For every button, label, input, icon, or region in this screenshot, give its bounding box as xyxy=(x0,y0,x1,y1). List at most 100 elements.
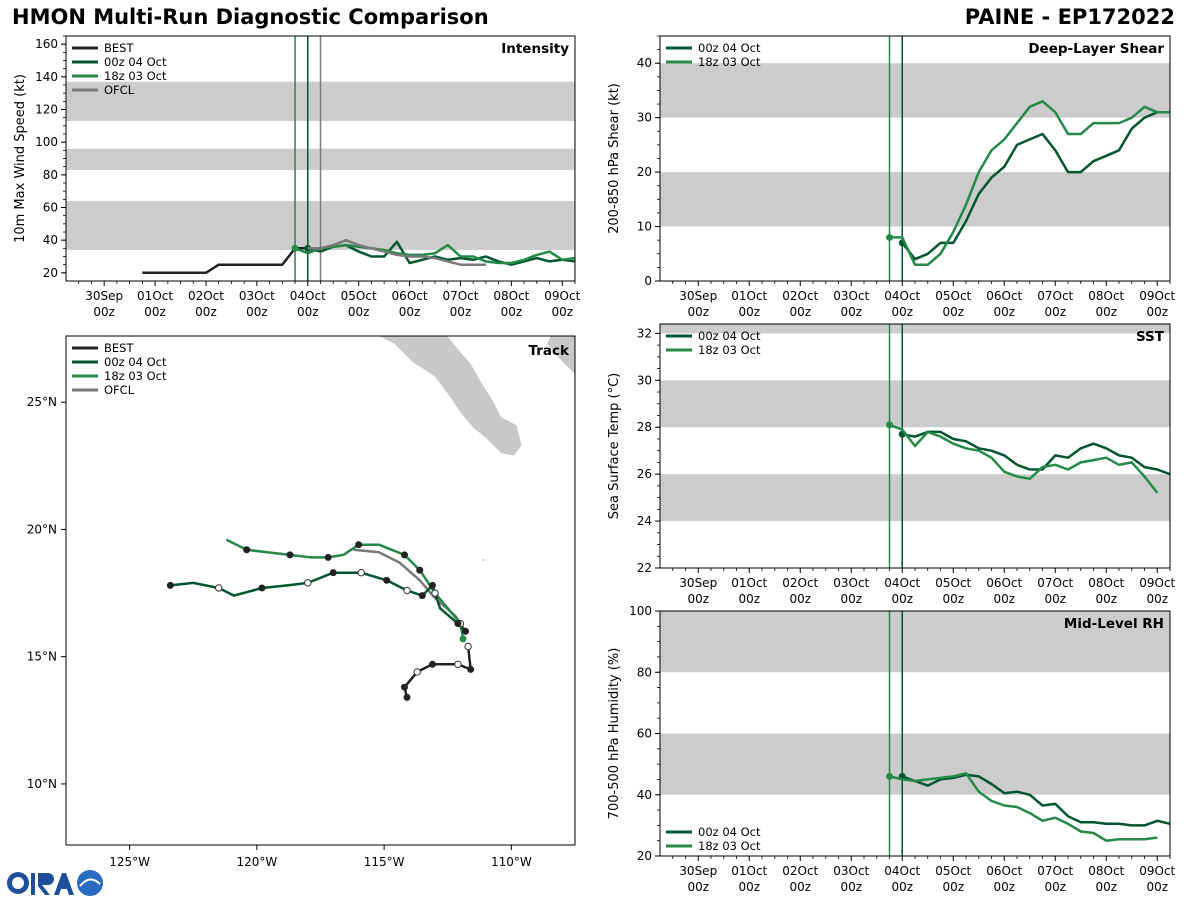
y-tick-label: 10 xyxy=(637,220,652,234)
track-marker xyxy=(416,566,424,574)
init-point xyxy=(886,233,893,241)
y-tick-label: 32 xyxy=(637,326,652,340)
y-tick-label: 30 xyxy=(637,373,652,387)
x-tick-label: 04Oct xyxy=(884,576,920,590)
track-marker xyxy=(243,546,251,554)
panel-title: Deep-Layer Shear xyxy=(1028,41,1164,57)
lat-tick-label: 25°N xyxy=(27,395,57,409)
x-tick-label: 00z xyxy=(1146,592,1168,606)
lon-tick-label: 115°W xyxy=(364,855,405,869)
legend-label: 18z 03 Oct xyxy=(104,369,167,383)
panel-title: Track xyxy=(529,343,570,359)
x-tick-label: 00z xyxy=(942,305,964,319)
x-tick-label: 00z xyxy=(993,305,1015,319)
track-marker xyxy=(462,627,470,635)
series-group xyxy=(886,421,1170,494)
track-marker xyxy=(454,620,462,628)
x-tick-label: 09Oct xyxy=(1139,864,1175,878)
series-line xyxy=(294,243,575,265)
x-tick-label: 00z xyxy=(687,880,709,894)
x-tick-label: 05Oct xyxy=(935,864,971,878)
legend-label: OFCL xyxy=(104,383,135,397)
panel-title: SST xyxy=(1136,329,1165,345)
x-tick-label: 00z xyxy=(738,592,760,606)
track-marker xyxy=(355,541,363,549)
x-tick-label: 06Oct xyxy=(986,576,1022,590)
legend-label: 18z 03 Oct xyxy=(104,69,167,83)
y-tick-label: 20 xyxy=(637,165,652,179)
y-tick-label: 40 xyxy=(637,788,652,802)
track-marker xyxy=(413,668,421,676)
x-tick-label: 06Oct xyxy=(986,289,1022,303)
x-tick-label: 06Oct xyxy=(392,289,428,303)
x-tick-label: 03Oct xyxy=(833,864,869,878)
x-tick-label: 00z xyxy=(450,305,472,319)
page-title: HMON Multi-Run Diagnostic Comparison xyxy=(12,5,489,29)
y-tick-label: 80 xyxy=(43,168,58,182)
track-marker xyxy=(383,576,391,584)
init-point xyxy=(886,421,893,429)
y-tick-label: 160 xyxy=(35,37,58,51)
x-tick-label: 00z xyxy=(399,305,421,319)
x-tick-label: 08Oct xyxy=(1088,864,1124,878)
x-tick-label: 00z xyxy=(789,592,811,606)
y-tick-label: 24 xyxy=(637,514,652,528)
y-axis-label: 200-850 hPa Shear (kt) xyxy=(607,83,622,234)
x-tick-label: 00z xyxy=(738,880,760,894)
x-tick-label: 06Oct xyxy=(986,864,1022,878)
x-tick-label: 01Oct xyxy=(731,576,767,590)
series-line xyxy=(889,100,1170,266)
x-tick-label: 00z xyxy=(1044,880,1066,894)
legend-label: BEST xyxy=(104,41,134,55)
x-tick-label: 07Oct xyxy=(1037,289,1073,303)
track-marker xyxy=(403,693,411,701)
x-tick-label: 00z xyxy=(1146,305,1168,319)
track-marker xyxy=(286,551,294,559)
threshold-band xyxy=(660,324,1170,334)
track-marker xyxy=(400,551,408,559)
init-point xyxy=(886,772,893,780)
x-tick-label: 08Oct xyxy=(1088,289,1124,303)
init-point xyxy=(291,244,299,252)
track-marker xyxy=(464,642,472,651)
y-tick-label: 28 xyxy=(637,420,652,434)
y-tick-label: 100 xyxy=(629,604,652,618)
x-tick-label: 00z xyxy=(501,305,523,319)
track-marker xyxy=(418,592,426,600)
x-tick-label: 00z xyxy=(942,592,964,606)
y-tick-label: 30 xyxy=(637,111,652,125)
y-tick-label: 60 xyxy=(637,727,652,741)
x-tick-label: 00z xyxy=(891,880,913,894)
track-line xyxy=(170,571,467,633)
x-tick-label: 03Oct xyxy=(833,289,869,303)
x-tick-label: 07Oct xyxy=(1037,576,1073,590)
x-tick-label: 02Oct xyxy=(782,864,818,878)
x-tick-label: 00z xyxy=(840,305,862,319)
x-tick-label: 09Oct xyxy=(1139,576,1175,590)
track-marker xyxy=(258,584,266,592)
y-tick-label: 20 xyxy=(637,849,652,863)
y-tick-label: 80 xyxy=(637,665,652,679)
x-tick-label: 00z xyxy=(789,305,811,319)
axes-frame xyxy=(65,335,576,846)
series-line xyxy=(307,238,486,266)
lat-tick-label: 10°N xyxy=(27,777,57,791)
x-tick-label: 04Oct xyxy=(884,864,920,878)
x-tick-label: 00z xyxy=(789,880,811,894)
x-tick-label: 00z xyxy=(993,592,1015,606)
track-marker xyxy=(329,569,337,577)
map-group xyxy=(166,336,575,701)
legend-label: BEST xyxy=(104,341,134,355)
x-tick-label: 00z xyxy=(297,305,319,319)
y-axis-label: 700-500 hPa Humidity (%) xyxy=(607,648,622,820)
y-tick-label: 120 xyxy=(35,103,58,117)
x-tick-label: 00z xyxy=(891,592,913,606)
x-tick-label: 01Oct xyxy=(731,864,767,878)
track-marker xyxy=(459,635,467,643)
track-marker xyxy=(403,586,411,595)
lon-tick-label: 120°W xyxy=(236,855,277,869)
lon-tick-label: 110°W xyxy=(491,855,532,869)
land-mainland xyxy=(547,336,575,375)
x-tick-label: 02Oct xyxy=(188,289,224,303)
